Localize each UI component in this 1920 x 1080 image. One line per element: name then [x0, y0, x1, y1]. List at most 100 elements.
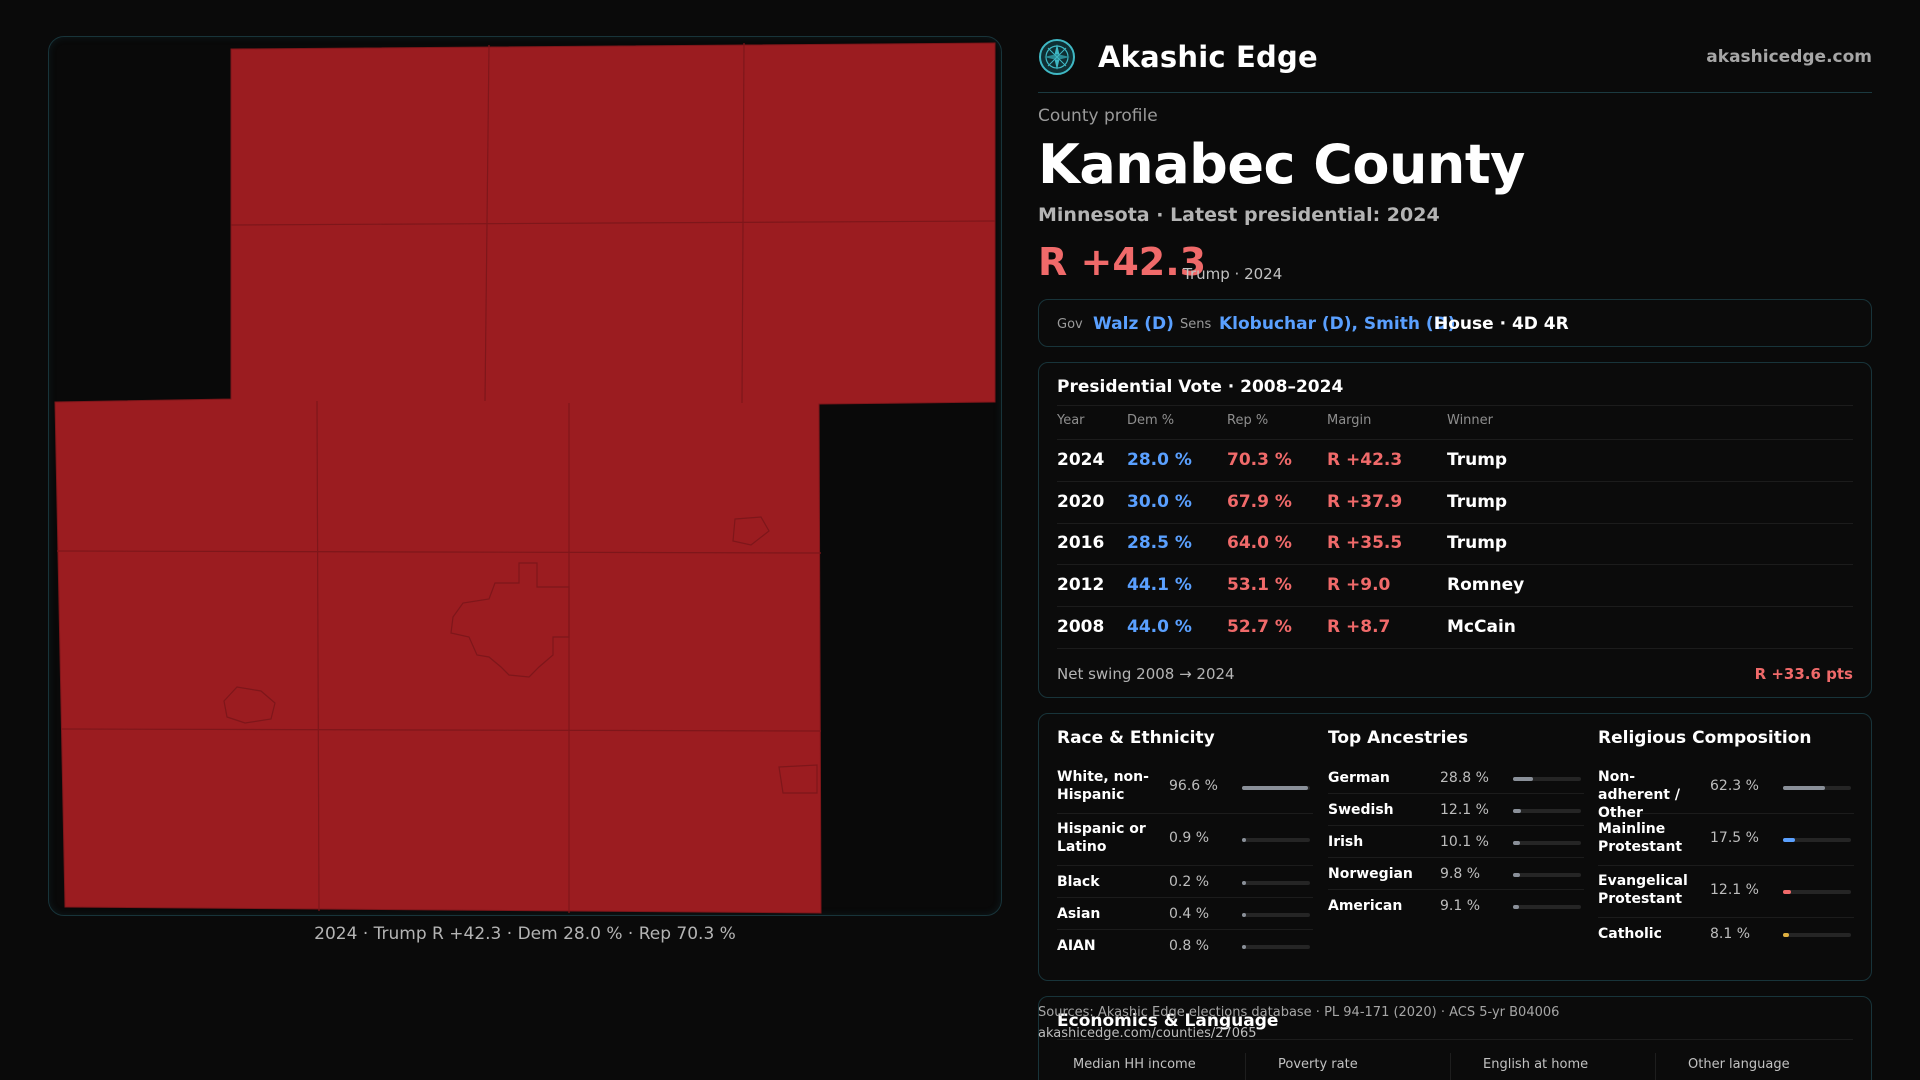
divider — [1450, 1053, 1451, 1080]
card-title: Presidential Vote · 2008–2024 — [1057, 377, 1344, 397]
governor-link[interactable]: Walz (D) — [1093, 314, 1174, 334]
poverty-rate-label: Poverty rate — [1278, 1057, 1358, 1072]
race-bar-fill — [1242, 786, 1308, 790]
race-bar — [1242, 786, 1310, 790]
ancestry-label: American — [1328, 898, 1403, 914]
table-row[interactable]: 2024 28.0 % 70.3 % R +42.3 Trump — [1039, 440, 1873, 482]
race-label: Asian — [1057, 906, 1101, 922]
divider — [1245, 1053, 1246, 1080]
township-line — [484, 44, 490, 402]
township-line — [230, 220, 996, 226]
race-value: 0.4 % — [1169, 906, 1210, 922]
section-title: Religious Composition — [1598, 728, 1812, 748]
ancestry-value: 12.1 % — [1440, 802, 1489, 818]
cell-margin: R +37.9 — [1327, 492, 1403, 512]
race-bar-fill — [1242, 838, 1246, 842]
race-row: Hispanic or Latino 0.9 % — [1057, 814, 1313, 866]
race-label: Hispanic or Latino — [1057, 821, 1146, 855]
religion-bar-fill — [1783, 838, 1795, 842]
table-row[interactable]: 2012 44.1 % 53.1 % R +9.0 Romney — [1039, 565, 1873, 607]
city-boundary — [450, 562, 570, 678]
race-bar — [1242, 913, 1310, 917]
ancestry-bar-fill — [1513, 809, 1522, 813]
senators-link[interactable]: Klobuchar (D), Smith (D) — [1219, 314, 1456, 334]
city-boundary — [223, 686, 276, 724]
header-divider — [1038, 92, 1872, 93]
township-line — [56, 550, 822, 554]
ancestry-row: American 9.1 % — [1328, 890, 1584, 922]
ancestry-label: Norwegian — [1328, 866, 1413, 882]
economics-language-card: Economics & Language Median HH income Po… — [1038, 996, 1872, 1080]
cell-rep: 67.9 % — [1227, 492, 1292, 512]
cell-year: 2020 — [1057, 492, 1105, 512]
race-row: Asian 0.4 % — [1057, 898, 1313, 930]
compass-logo-icon[interactable] — [1038, 38, 1076, 76]
col-header-year: Year — [1057, 413, 1085, 428]
county-shape — [54, 42, 996, 914]
cell-margin: R +35.5 — [1327, 533, 1403, 553]
religion-label: Evangelical Protestant — [1598, 873, 1688, 907]
ancestry-bar-fill — [1513, 841, 1520, 845]
page-title: Kanabec County — [1038, 133, 1525, 196]
table-row[interactable]: 2016 28.5 % 64.0 % R +35.5 Trump — [1039, 523, 1873, 565]
source-url-link[interactable]: akashicedge.com/counties/27065 — [1038, 1026, 1257, 1041]
cell-winner: Trump — [1447, 450, 1508, 470]
cell-year: 2012 — [1057, 575, 1105, 595]
ancestry-value: 28.8 % — [1440, 770, 1489, 786]
religion-row: Non-adherent / Other 62.3 % — [1598, 762, 1854, 821]
brand-name[interactable]: Akashic Edge — [1098, 40, 1318, 74]
race-bar-fill — [1242, 881, 1246, 885]
table-row[interactable]: 2008 44.0 % 52.7 % R +8.7 McCain — [1039, 607, 1873, 649]
religion-bar — [1783, 838, 1851, 842]
religion-row: Catholic 8.1 % — [1598, 918, 1854, 950]
table-row[interactable]: 2020 30.0 % 67.9 % R +37.9 Trump — [1039, 482, 1873, 524]
divider — [1057, 405, 1853, 406]
cell-rep: 64.0 % — [1227, 533, 1292, 553]
divider — [1057, 1039, 1853, 1040]
cell-winner: McCain — [1447, 617, 1516, 637]
religion-value: 62.3 % — [1710, 778, 1759, 794]
brand-url-link[interactable]: akashicedge.com — [1706, 47, 1872, 67]
page-subtitle: Minnesota · Latest presidential: 2024 — [1038, 204, 1440, 226]
race-value: 96.6 % — [1169, 778, 1218, 794]
religion-value: 12.1 % — [1710, 882, 1759, 898]
religion-bar — [1783, 786, 1851, 790]
race-row: Black 0.2 % — [1057, 866, 1313, 898]
divider — [1057, 481, 1853, 482]
township-map-svg — [54, 42, 996, 914]
cell-dem: 28.5 % — [1127, 533, 1192, 553]
section-title: Race & Ethnicity — [1057, 728, 1215, 748]
ancestry-bar — [1513, 905, 1581, 909]
religion-bar — [1783, 933, 1851, 937]
cell-margin: R +8.7 — [1327, 617, 1391, 637]
ancestry-value: 9.1 % — [1440, 898, 1481, 914]
headline-margin: R +42.3 — [1038, 240, 1207, 284]
english-at-home-label: English at home — [1483, 1057, 1589, 1072]
county-map[interactable] — [48, 36, 1002, 916]
divider — [1057, 523, 1853, 524]
sens-label: Sens — [1180, 317, 1212, 332]
divider — [1057, 564, 1853, 565]
col-header-rep: Rep % — [1227, 413, 1269, 428]
religion-label: Mainline Protestant — [1598, 821, 1683, 855]
ancestry-row: Swedish 12.1 % — [1328, 794, 1584, 826]
page-eyebrow: County profile — [1038, 106, 1158, 126]
ancestry-row: German 28.8 % — [1328, 762, 1584, 794]
county-outline — [54, 42, 996, 914]
city-boundary — [778, 764, 818, 794]
race-row: White, non-Hispanic 96.6 % — [1057, 762, 1313, 814]
cell-dem: 28.0 % — [1127, 450, 1192, 470]
col-header-margin: Margin — [1327, 413, 1372, 428]
township-line — [741, 42, 745, 404]
brand-header: Akashic Edge akashicedge.com — [1038, 38, 1872, 78]
cell-dem: 30.0 % — [1127, 492, 1192, 512]
ancestry-label: Swedish — [1328, 802, 1394, 818]
ancestry-bar — [1513, 777, 1581, 781]
race-bar-fill — [1242, 913, 1246, 917]
other-language-label: Other language — [1688, 1057, 1790, 1072]
map-caption: 2024 · Trump R +42.3 · Dem 28.0 % · Rep … — [314, 924, 736, 944]
race-label: AIAN — [1057, 938, 1096, 954]
race-bar — [1242, 945, 1310, 949]
headline-margin-note: Trump · 2024 — [1183, 265, 1283, 283]
ancestry-row: Irish 10.1 % — [1328, 826, 1584, 858]
